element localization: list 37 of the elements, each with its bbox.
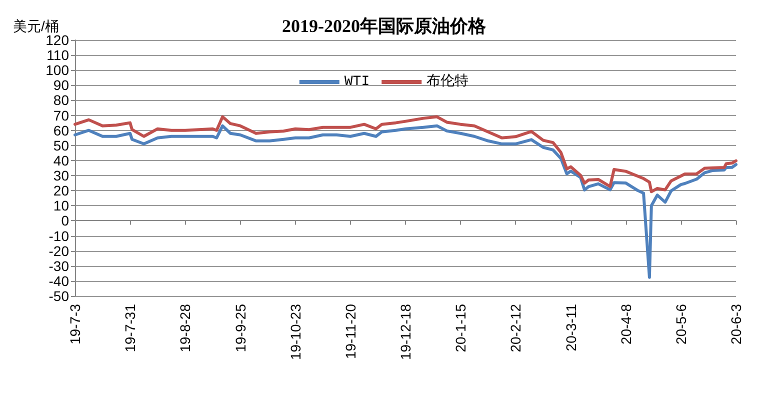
y-tick-label: -40: [48, 272, 70, 289]
y-tick-label: 30: [53, 168, 70, 184]
y-tick-label: -20: [48, 242, 70, 259]
chart-title: 2019-2020年国际原油价格: [282, 16, 487, 36]
y-tick-label: -10: [48, 228, 70, 244]
y-tick-label: 70: [53, 107, 70, 124]
y-tick-label: 40: [53, 152, 70, 168]
y-tick-label: 20: [53, 182, 70, 199]
line-series: [74, 115, 738, 194]
x-tick-label: 20-4-8: [618, 304, 634, 344]
x-tick-label: 20-5-6: [672, 304, 689, 344]
y-tick-label: 80: [53, 92, 70, 108]
x-tick-label: 19-12-18: [398, 304, 414, 360]
x-tick-label: 20-1-15: [452, 304, 469, 352]
y-tick-label: 90: [53, 77, 70, 94]
y-tick-label: 0: [61, 212, 70, 229]
x-tick-label: 19-7-3: [67, 304, 83, 344]
y-tick-label: -30: [48, 258, 70, 274]
x-tick-label: 19-7-31: [122, 304, 138, 352]
y-axis-title: 美元/桶: [13, 18, 59, 34]
y-tick-label: -50: [48, 288, 70, 304]
x-tick-label: 19-9-25: [232, 304, 248, 352]
y-tick-label: 120: [46, 32, 70, 48]
y-tick-label: 100: [46, 62, 70, 78]
line-series: [74, 124, 738, 279]
y-tick-label: 60: [53, 122, 70, 138]
x-tick-label: 20-2-12: [508, 304, 524, 352]
legend-label: 布伦特: [426, 73, 469, 90]
x-tick-label: 19-8-28: [177, 304, 194, 352]
x-tick-label: 20-3-11: [562, 304, 579, 352]
legend-label: WTI: [344, 74, 370, 90]
y-tick-label: 110: [46, 47, 70, 64]
x-tick-label: 19-10-23: [287, 304, 304, 360]
y-tick-label: 50: [53, 137, 70, 154]
y-tick-label: 10: [53, 198, 70, 214]
x-tick-label: 19-11-20: [342, 304, 358, 360]
x-tick-label: 20-6-3: [728, 304, 744, 344]
